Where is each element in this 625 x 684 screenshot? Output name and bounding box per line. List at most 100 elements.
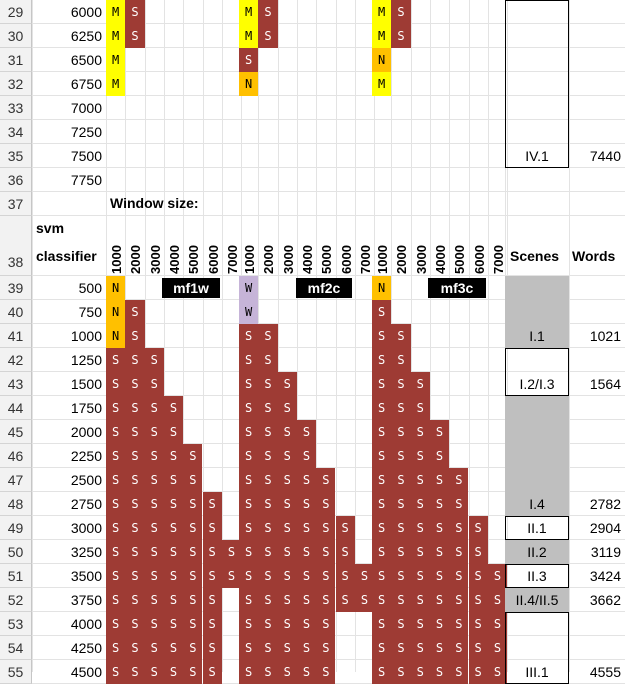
result-cell-S[interactable]: S [202,492,222,516]
result-cell-S[interactable]: S [144,564,164,588]
result-cell-S[interactable]: S [391,588,411,612]
svm-value[interactable]: 3500 [70,568,102,584]
svm-value[interactable]: 6000 [70,4,102,20]
result-cell-S[interactable]: S [258,612,278,636]
result-cell-S[interactable]: S [125,660,145,684]
result-cell-S[interactable]: S [106,396,126,420]
result-cell-S[interactable]: S [410,372,430,396]
row-header[interactable]: 31 [0,48,32,72]
result-cell-S[interactable]: S [163,564,184,588]
result-cell-S[interactable]: S [391,372,411,396]
result-cell-S[interactable]: S [106,372,126,396]
result-cell-S[interactable]: S [163,540,184,564]
result-cell-S[interactable]: S [391,420,411,444]
svm-value[interactable]: 7250 [70,124,102,140]
result-cell-S[interactable]: S [468,516,488,540]
result-cell-S[interactable]: S [239,612,259,636]
result-cell-S[interactable]: S [258,444,278,468]
result-cell-S[interactable]: S [202,660,222,684]
row-header[interactable]: 30 [0,24,32,48]
result-cell-S[interactable]: S [449,660,469,684]
result-cell-S[interactable]: S [258,24,278,48]
result-cell-S[interactable]: S [391,444,411,468]
result-cell-S[interactable]: S [239,372,259,396]
result-cell-S[interactable]: S [106,588,126,612]
result-cell-S[interactable]: S [296,540,317,564]
result-cell-S[interactable]: S [258,324,278,348]
result-cell-S[interactable]: S [221,540,242,564]
result-cell-S[interactable]: S [183,540,203,564]
result-cell-S[interactable]: S [183,636,203,660]
result-cell-S[interactable]: S [144,660,164,684]
result-cell-S[interactable]: S [106,612,126,636]
result-cell-S[interactable]: S [277,636,297,660]
result-cell-M[interactable]: M [106,72,126,96]
result-cell-S[interactable]: S [372,420,392,444]
result-cell-S[interactable]: S [391,24,411,48]
svm-value[interactable]: 2000 [70,424,102,440]
result-cell-S[interactable]: S [316,516,336,540]
result-cell-S[interactable]: S [258,348,278,372]
result-cell-S[interactable]: S [449,468,469,492]
result-cell-S[interactable]: S [163,396,184,420]
result-cell-S[interactable]: S [372,492,392,516]
result-cell-S[interactable]: S [391,660,411,684]
result-cell-S[interactable]: S [239,444,259,468]
svm-value[interactable]: 7000 [70,100,102,116]
result-cell-S[interactable]: S [449,636,469,660]
result-cell-M[interactable]: M [106,0,126,24]
row-header[interactable]: 53 [0,612,32,636]
result-cell-S[interactable]: S [372,516,392,540]
result-cell-S[interactable]: S [391,492,411,516]
result-cell-S[interactable]: S [125,0,145,24]
result-cell-S[interactable]: S [277,468,297,492]
result-cell-S[interactable]: S [429,540,450,564]
result-cell-S[interactable]: S [410,660,430,684]
result-cell-S[interactable]: S [429,612,450,636]
result-cell-S[interactable]: S [335,588,355,612]
result-cell-S[interactable]: S [106,348,126,372]
result-cell-S[interactable]: S [202,588,222,612]
result-cell-S[interactable]: S [163,612,184,636]
result-cell-S[interactable]: S [183,444,203,468]
result-cell-S[interactable]: S [316,492,336,516]
result-cell-S[interactable]: S [144,636,164,660]
row-header[interactable]: 33 [0,96,32,120]
result-cell-S[interactable]: S [410,636,430,660]
svm-value[interactable]: 2750 [70,496,102,512]
result-cell-S[interactable]: S [372,660,392,684]
result-cell-S[interactable]: S [277,564,297,588]
result-cell-S[interactable]: S [391,564,411,588]
result-cell-S[interactable]: S [316,468,336,492]
result-cell-N[interactable]: N [239,72,259,96]
row-header[interactable]: 36 [0,168,32,192]
result-cell-S[interactable]: S [372,612,392,636]
result-cell-S[interactable]: S [258,0,278,24]
row-header[interactable]: 34 [0,120,32,144]
result-cell-M[interactable]: M [239,24,259,48]
result-cell-S[interactable]: S [316,540,336,564]
result-cell-S[interactable]: S [316,588,336,612]
result-cell-S[interactable]: S [163,492,184,516]
result-cell-S[interactable]: S [277,516,297,540]
result-cell-S[interactable]: S [372,564,392,588]
result-cell-S[interactable]: S [258,492,278,516]
result-cell-S[interactable]: S [410,492,430,516]
result-cell-S[interactable]: S [296,660,317,684]
result-cell-S[interactable]: S [296,564,317,588]
result-cell-S[interactable]: S [202,540,222,564]
svm-value[interactable]: 2250 [70,448,102,464]
result-cell-S[interactable]: S [277,420,297,444]
result-cell-S[interactable]: S [429,444,450,468]
result-cell-S[interactable]: S [429,516,450,540]
result-cell-S[interactable]: S [296,516,317,540]
result-cell-S[interactable]: S [258,588,278,612]
svm-value[interactable]: 6500 [70,52,102,68]
result-cell-S[interactable]: S [125,420,145,444]
result-cell-S[interactable]: S [391,516,411,540]
row-header[interactable]: 49 [0,516,32,540]
svm-value[interactable]: 6750 [70,76,102,92]
result-cell-S[interactable]: S [221,564,242,588]
svm-value[interactable]: 6250 [70,28,102,44]
result-cell-S[interactable]: S [277,660,297,684]
